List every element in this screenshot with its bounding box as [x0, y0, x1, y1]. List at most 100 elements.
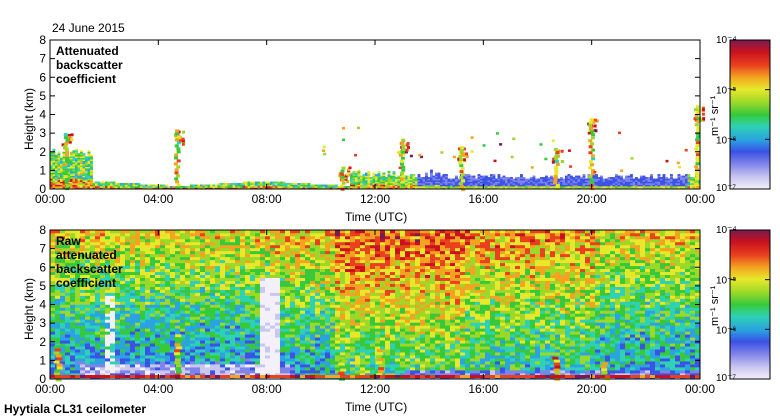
- heatmap-cell: [60, 316, 66, 320]
- heatmap-cell: [135, 373, 141, 377]
- heatmap-cell: [290, 289, 296, 293]
- heatmap-cell: [120, 319, 126, 323]
- heatmap-cell: [597, 181, 601, 184]
- heatmap-cell: [270, 343, 276, 347]
- heatmap-cell: [165, 340, 171, 344]
- heatmap-cell: [285, 277, 291, 281]
- heatmap-cell: [230, 250, 236, 255]
- heatmap-cell: [205, 298, 211, 302]
- heatmap-cell: [240, 331, 246, 335]
- heatmap-cell: [295, 331, 301, 335]
- heatmap-cell: [562, 181, 566, 184]
- heatmap-cell: [287, 186, 291, 188]
- heatmap-cell: [550, 187, 553, 190]
- heatmap-cell: [290, 187, 293, 190]
- heatmap-cell: [120, 247, 126, 252]
- heatmap-cell: [65, 280, 71, 284]
- heatmap-cell: [285, 358, 291, 362]
- heatmap-cell: [467, 184, 471, 187]
- heatmap-cell: [422, 183, 426, 185]
- heatmap-cell: [280, 352, 286, 356]
- heatmap-cell: [50, 325, 56, 329]
- heatmap-cell: [95, 364, 101, 368]
- heatmap-cell: [205, 184, 208, 187]
- heatmap-cell: [155, 331, 161, 335]
- heatmap-cell: [410, 184, 413, 187]
- heatmap-cell: [372, 174, 376, 176]
- heatmap-cell: [60, 283, 66, 287]
- heatmap-cell: [95, 238, 101, 243]
- heatmap-cell: [255, 340, 261, 344]
- heatmap-cell: [225, 186, 228, 188]
- heatmap-cell: [425, 172, 428, 175]
- heatmap-cell: [195, 256, 201, 261]
- heatmap-cell: [250, 352, 256, 356]
- heatmap-cell: [265, 301, 271, 305]
- heatmap-cell: [380, 181, 383, 184]
- heatmap-cell: [130, 310, 136, 314]
- heatmap-cell: [140, 334, 146, 338]
- plume-cell: [695, 141, 700, 145]
- heatmap-cell: [90, 283, 96, 287]
- cloud-cell: [701, 112, 705, 116]
- heatmap-cell: [72, 181, 76, 184]
- heatmap-cell: [65, 349, 71, 353]
- heatmap-cell: [265, 364, 271, 368]
- heatmap-cell: [230, 349, 236, 353]
- heatmap-cell: [55, 171, 58, 173]
- heatmap-cell: [140, 241, 146, 246]
- heatmap-cell: [210, 265, 216, 270]
- plume-cell: [339, 184, 344, 188]
- heatmap-cell: [105, 334, 111, 338]
- heatmap-cell: [245, 247, 251, 252]
- heatmap-cell: [215, 340, 221, 344]
- heatmap-cell: [290, 183, 293, 185]
- heatmap-cell: [395, 177, 398, 179]
- heatmap-cell: [275, 325, 281, 329]
- heatmap-cell: [135, 184, 138, 187]
- heatmap-cell: [412, 174, 416, 176]
- heatmap-cell: [205, 316, 211, 320]
- heatmap-cell: [60, 301, 66, 305]
- heatmap-cell: [125, 289, 131, 293]
- heatmap-cell: [540, 184, 543, 187]
- heatmap-cell: [412, 186, 416, 188]
- heatmap-cell: [672, 183, 676, 185]
- heatmap-cell: [240, 250, 246, 255]
- heatmap-cell: [150, 340, 156, 344]
- heatmap-cell: [457, 187, 461, 190]
- plume-cell: [341, 166, 346, 170]
- heatmap-cell: [80, 156, 83, 159]
- heatmap-cell: [225, 346, 231, 350]
- heatmap-cell: [290, 364, 296, 368]
- heatmap-cell: [285, 373, 291, 377]
- heatmap-cell: [595, 178, 598, 181]
- heatmap-cell: [65, 346, 71, 350]
- heatmap-cell: [170, 304, 176, 308]
- heatmap-cell: [402, 186, 406, 188]
- heatmap-cell: [200, 292, 206, 296]
- heatmap-cell: [657, 186, 661, 188]
- heatmap-cell: [150, 184, 153, 187]
- heatmap-cell: [100, 295, 106, 299]
- heatmap-cell: [260, 250, 266, 255]
- heatmap-cell: [430, 172, 433, 175]
- heatmap-cell: [152, 184, 156, 187]
- heatmap-cell: [292, 187, 296, 190]
- heatmap-cell: [55, 186, 58, 188]
- heatmap-cell: [65, 283, 71, 287]
- heatmap-cell: [280, 373, 286, 377]
- plume-cell: [459, 170, 464, 174]
- heatmap-cell: [105, 289, 111, 293]
- heatmap-cell: [225, 183, 228, 185]
- heatmap-cell: [465, 180, 468, 182]
- heatmap-cell: [180, 286, 186, 290]
- heatmap-cell: [80, 304, 86, 308]
- heatmap-cell: [362, 180, 366, 182]
- heatmap-cell: [135, 310, 141, 314]
- heatmap-cell: [295, 319, 301, 323]
- heatmap-cell: [365, 187, 368, 190]
- heatmap-cell: [82, 183, 86, 185]
- heatmap-cell: [107, 181, 111, 184]
- heatmap-cell: [432, 178, 436, 181]
